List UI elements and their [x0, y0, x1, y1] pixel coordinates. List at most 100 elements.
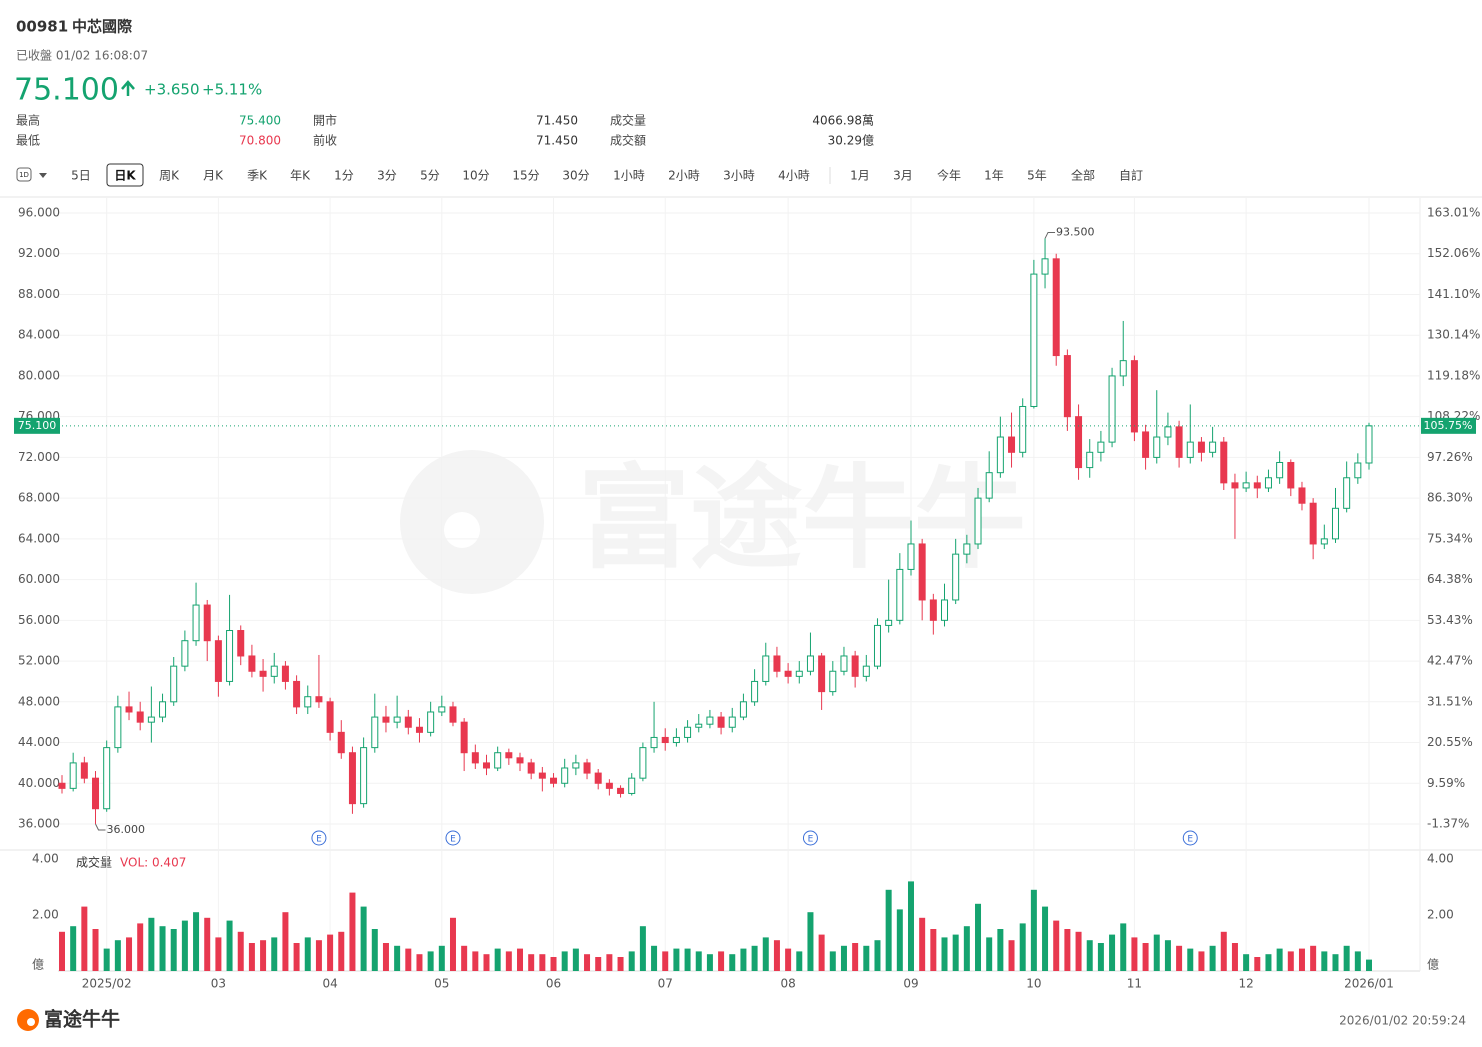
candle-body	[326, 701, 334, 733]
tab[interactable]: 2小時	[668, 169, 700, 183]
candle-body	[873, 624, 881, 667]
volume-bar	[371, 929, 378, 971]
event-label[interactable]: E	[808, 835, 814, 845]
x-tick-label: 2026/01	[1344, 977, 1394, 991]
event-label[interactable]: E	[316, 835, 322, 845]
candle-body	[1119, 360, 1127, 377]
current-pct-tag	[1421, 417, 1476, 434]
tab[interactable]: 5年	[1027, 169, 1047, 183]
event-marker[interactable]	[802, 830, 818, 846]
volume-bar	[1321, 951, 1328, 971]
volume-bar	[461, 945, 468, 971]
candle-body	[550, 777, 558, 784]
y-tick-label: 60.000	[18, 572, 60, 586]
volume-bar	[260, 940, 267, 971]
candle-body	[941, 599, 949, 621]
x-tick-label: 06	[546, 977, 561, 991]
interval-icon-box[interactable]	[16, 167, 32, 182]
volume-bar	[1254, 957, 1261, 971]
event-marker[interactable]	[1182, 830, 1198, 846]
tab[interactable]: 30分	[562, 169, 589, 183]
candle-body	[996, 436, 1004, 474]
y-tick-label: 72.000	[18, 450, 60, 464]
candle-body	[527, 762, 535, 774]
volume-bar	[1042, 906, 1049, 971]
tab[interactable]: 年K	[290, 169, 311, 183]
candle-body	[1354, 462, 1362, 479]
volume-bar	[1164, 940, 1171, 971]
market-status: 已收盤 01/02 16:08:07	[16, 49, 148, 63]
volume-bar	[449, 917, 456, 971]
tab[interactable]: 自訂	[1119, 168, 1143, 183]
stock-code: 00981	[16, 18, 68, 36]
tab[interactable]: 今年	[937, 168, 961, 183]
volume-bar	[1343, 945, 1350, 971]
tab[interactable]: 3分	[377, 169, 397, 183]
candle-body	[739, 701, 747, 718]
volume-bar	[215, 937, 222, 971]
watermark: 富途牛牛	[578, 454, 1026, 584]
volume-bar	[662, 951, 669, 971]
tab[interactable]: 全部	[1071, 168, 1095, 183]
candle-body	[605, 782, 613, 789]
volume-bar	[829, 951, 836, 971]
volume-bar	[762, 937, 769, 971]
tab[interactable]: 周K	[159, 169, 180, 183]
tab[interactable]: 1分	[334, 169, 354, 183]
volume-bar	[237, 931, 244, 971]
candle-body	[1019, 405, 1027, 453]
high-annotation: 93.500	[1056, 225, 1095, 238]
candle-body	[907, 543, 915, 570]
volume-tick-label-right: 2.00	[1427, 908, 1454, 922]
tab[interactable]: 1月	[850, 169, 870, 183]
candle-body	[1276, 461, 1284, 479]
volume-bar	[550, 957, 557, 971]
candle-body	[1242, 482, 1250, 489]
volume-bar	[282, 912, 289, 971]
volume-bar	[986, 937, 993, 971]
candle-body	[136, 711, 144, 723]
tab[interactable]: 4小時	[778, 169, 810, 183]
y2-tick-label: -1.37%	[1427, 817, 1469, 831]
tab-selected-box[interactable]	[106, 163, 144, 187]
tab[interactable]: 月K	[203, 169, 224, 183]
event-label[interactable]: E	[450, 835, 456, 845]
volume-bar	[572, 948, 579, 971]
candle-body	[516, 757, 524, 764]
volume-bar	[159, 926, 166, 971]
y2-tick-label: 75.34%	[1427, 531, 1473, 545]
volume-bar	[103, 948, 110, 971]
tab[interactable]: 3小時	[723, 169, 755, 183]
interval-icon[interactable]: 1D	[19, 171, 29, 179]
candle-body	[538, 772, 546, 779]
tab[interactable]: 1小時	[613, 169, 645, 183]
candle-body	[561, 767, 569, 784]
volume-bar	[1176, 945, 1183, 971]
event-label[interactable]: E	[1187, 835, 1193, 845]
volume-bar	[1265, 954, 1272, 971]
tab[interactable]: 1年	[984, 169, 1004, 183]
tab[interactable]: 10分	[462, 169, 489, 183]
candle-body	[404, 716, 412, 728]
volume-tick-label: 億	[32, 958, 44, 972]
candle-body	[505, 752, 513, 759]
volume-bar	[416, 954, 423, 971]
candle-body	[471, 752, 479, 764]
tab[interactable]: 5日	[71, 169, 91, 183]
tab[interactable]: 15分	[512, 169, 539, 183]
tab[interactable]: 3月	[893, 169, 913, 183]
x-tick-label: 03	[211, 977, 226, 991]
candle-body	[58, 782, 66, 789]
volume-bar	[874, 940, 881, 971]
event-marker[interactable]	[445, 830, 461, 846]
tab[interactable]: 季K	[247, 169, 268, 183]
y-tick-label: 56.000	[18, 613, 60, 627]
tab[interactable]: 日K	[114, 169, 136, 183]
event-marker[interactable]	[311, 830, 327, 846]
dropdown-caret[interactable]	[39, 173, 47, 178]
volume-bar	[963, 926, 970, 971]
candle-body	[1153, 436, 1161, 458]
tab[interactable]: 5分	[420, 169, 440, 183]
x-tick-label: 04	[322, 977, 337, 991]
price-change-pct: +5.11%	[202, 81, 262, 99]
